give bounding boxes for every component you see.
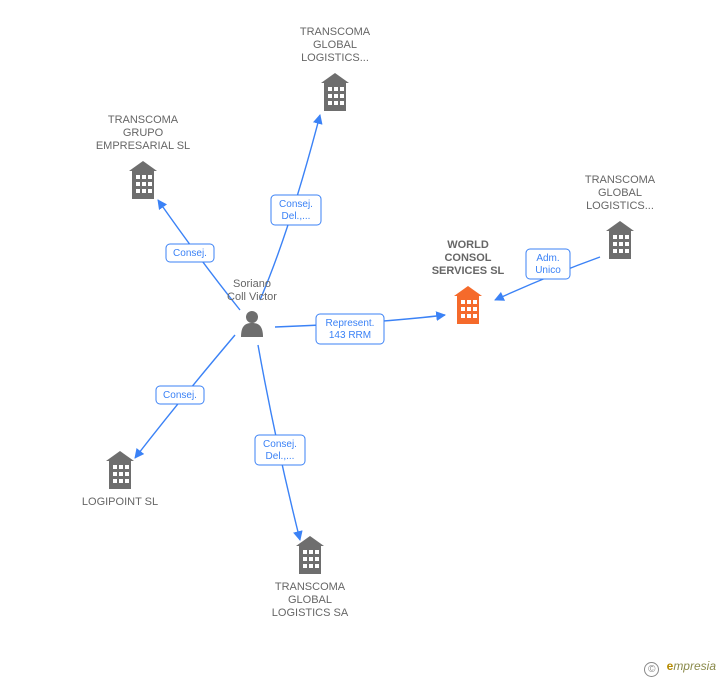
svg-text:SorianoColl Victor: SorianoColl Victor <box>227 278 277 303</box>
svg-text:Consej.: Consej. <box>163 390 197 401</box>
company-node[interactable] <box>129 161 157 199</box>
svg-text:TRANSCOMAGLOBALLOGISTICS SA: TRANSCOMAGLOBALLOGISTICS SA <box>272 581 349 619</box>
footer-attribution: © empresia <box>644 659 716 677</box>
copyright-icon: © <box>644 662 659 677</box>
company-node[interactable] <box>106 451 134 489</box>
svg-text:Adm.Unico: Adm.Unico <box>535 253 561 276</box>
company-node[interactable] <box>606 221 634 259</box>
svg-text:LOGIPOINT SL: LOGIPOINT SL <box>82 496 158 508</box>
svg-text:TRANSCOMAGRUPOEMPRESARIAL SL: TRANSCOMAGRUPOEMPRESARIAL SL <box>96 114 190 152</box>
svg-text:Represent.143 RRM: Represent.143 RRM <box>326 318 375 341</box>
company-node[interactable] <box>296 536 324 574</box>
company-node[interactable] <box>321 73 349 111</box>
svg-text:TRANSCOMAGLOBALLOGISTICS...: TRANSCOMAGLOBALLOGISTICS... <box>300 26 371 64</box>
brand-rest: mpresia <box>673 659 716 673</box>
svg-text:Consej.: Consej. <box>173 248 207 259</box>
network-diagram: Consej. Consej.Del.,... Represent.143 RRM A… <box>0 0 728 685</box>
svg-text:WORLDCONSOLSERVICES SL: WORLDCONSOLSERVICES SL <box>432 239 505 277</box>
svg-text:TRANSCOMAGLOBALLOGISTICS...: TRANSCOMAGLOBALLOGISTICS... <box>585 174 656 212</box>
svg-text:Consej.Del.,...: Consej.Del.,... <box>279 199 313 222</box>
person-node[interactable] <box>241 311 263 337</box>
company-node[interactable] <box>454 286 482 324</box>
svg-text:Consej.Del.,...: Consej.Del.,... <box>263 439 297 462</box>
